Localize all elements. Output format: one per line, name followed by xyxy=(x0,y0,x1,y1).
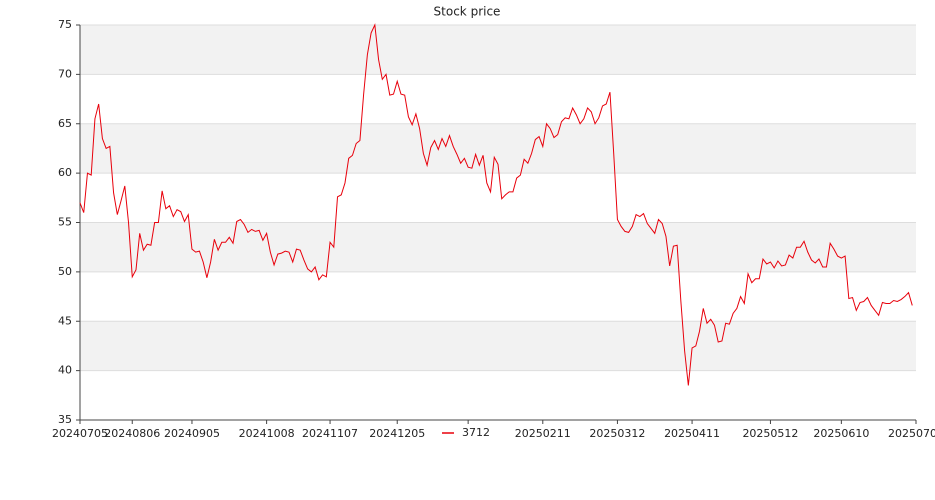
y-tick-label: 40 xyxy=(58,364,72,377)
x-tick-label: 20250211 xyxy=(515,427,571,440)
y-tick-label: 45 xyxy=(58,314,72,327)
y-tick-label: 65 xyxy=(58,117,72,130)
x-tick-label: 20250709 xyxy=(888,427,935,440)
x-tick-label: 20250512 xyxy=(742,427,798,440)
x-tick-label: 20240705 xyxy=(52,427,108,440)
y-tick-label: 75 xyxy=(58,18,72,31)
price-line xyxy=(79,23,913,386)
grid-band xyxy=(80,321,916,371)
x-tick-label: 20240905 xyxy=(164,427,220,440)
x-tick-label: 20241008 xyxy=(239,427,295,440)
y-tick-label: 60 xyxy=(58,166,72,179)
x-tick-label: 20241205 xyxy=(369,427,425,440)
grid-bands xyxy=(80,25,916,371)
y-tick-label: 35 xyxy=(58,413,72,426)
x-tick-label: 20250312 xyxy=(589,427,645,440)
y-tick-label: 50 xyxy=(58,265,72,278)
grid-band xyxy=(80,25,916,75)
legend-box xyxy=(440,425,496,441)
chart-title: Stock price xyxy=(434,5,501,19)
x-tick-label: 20250411 xyxy=(664,427,720,440)
grid-band xyxy=(80,222,916,272)
x-tick-label: 20250610 xyxy=(813,427,869,440)
x-tick-label: 20240806 xyxy=(104,427,160,440)
y-tick-label: 70 xyxy=(58,67,72,80)
legend-label: 3712 xyxy=(462,426,490,439)
x-tick-label: 20241107 xyxy=(302,427,358,440)
y-tick-label: 55 xyxy=(58,216,72,229)
